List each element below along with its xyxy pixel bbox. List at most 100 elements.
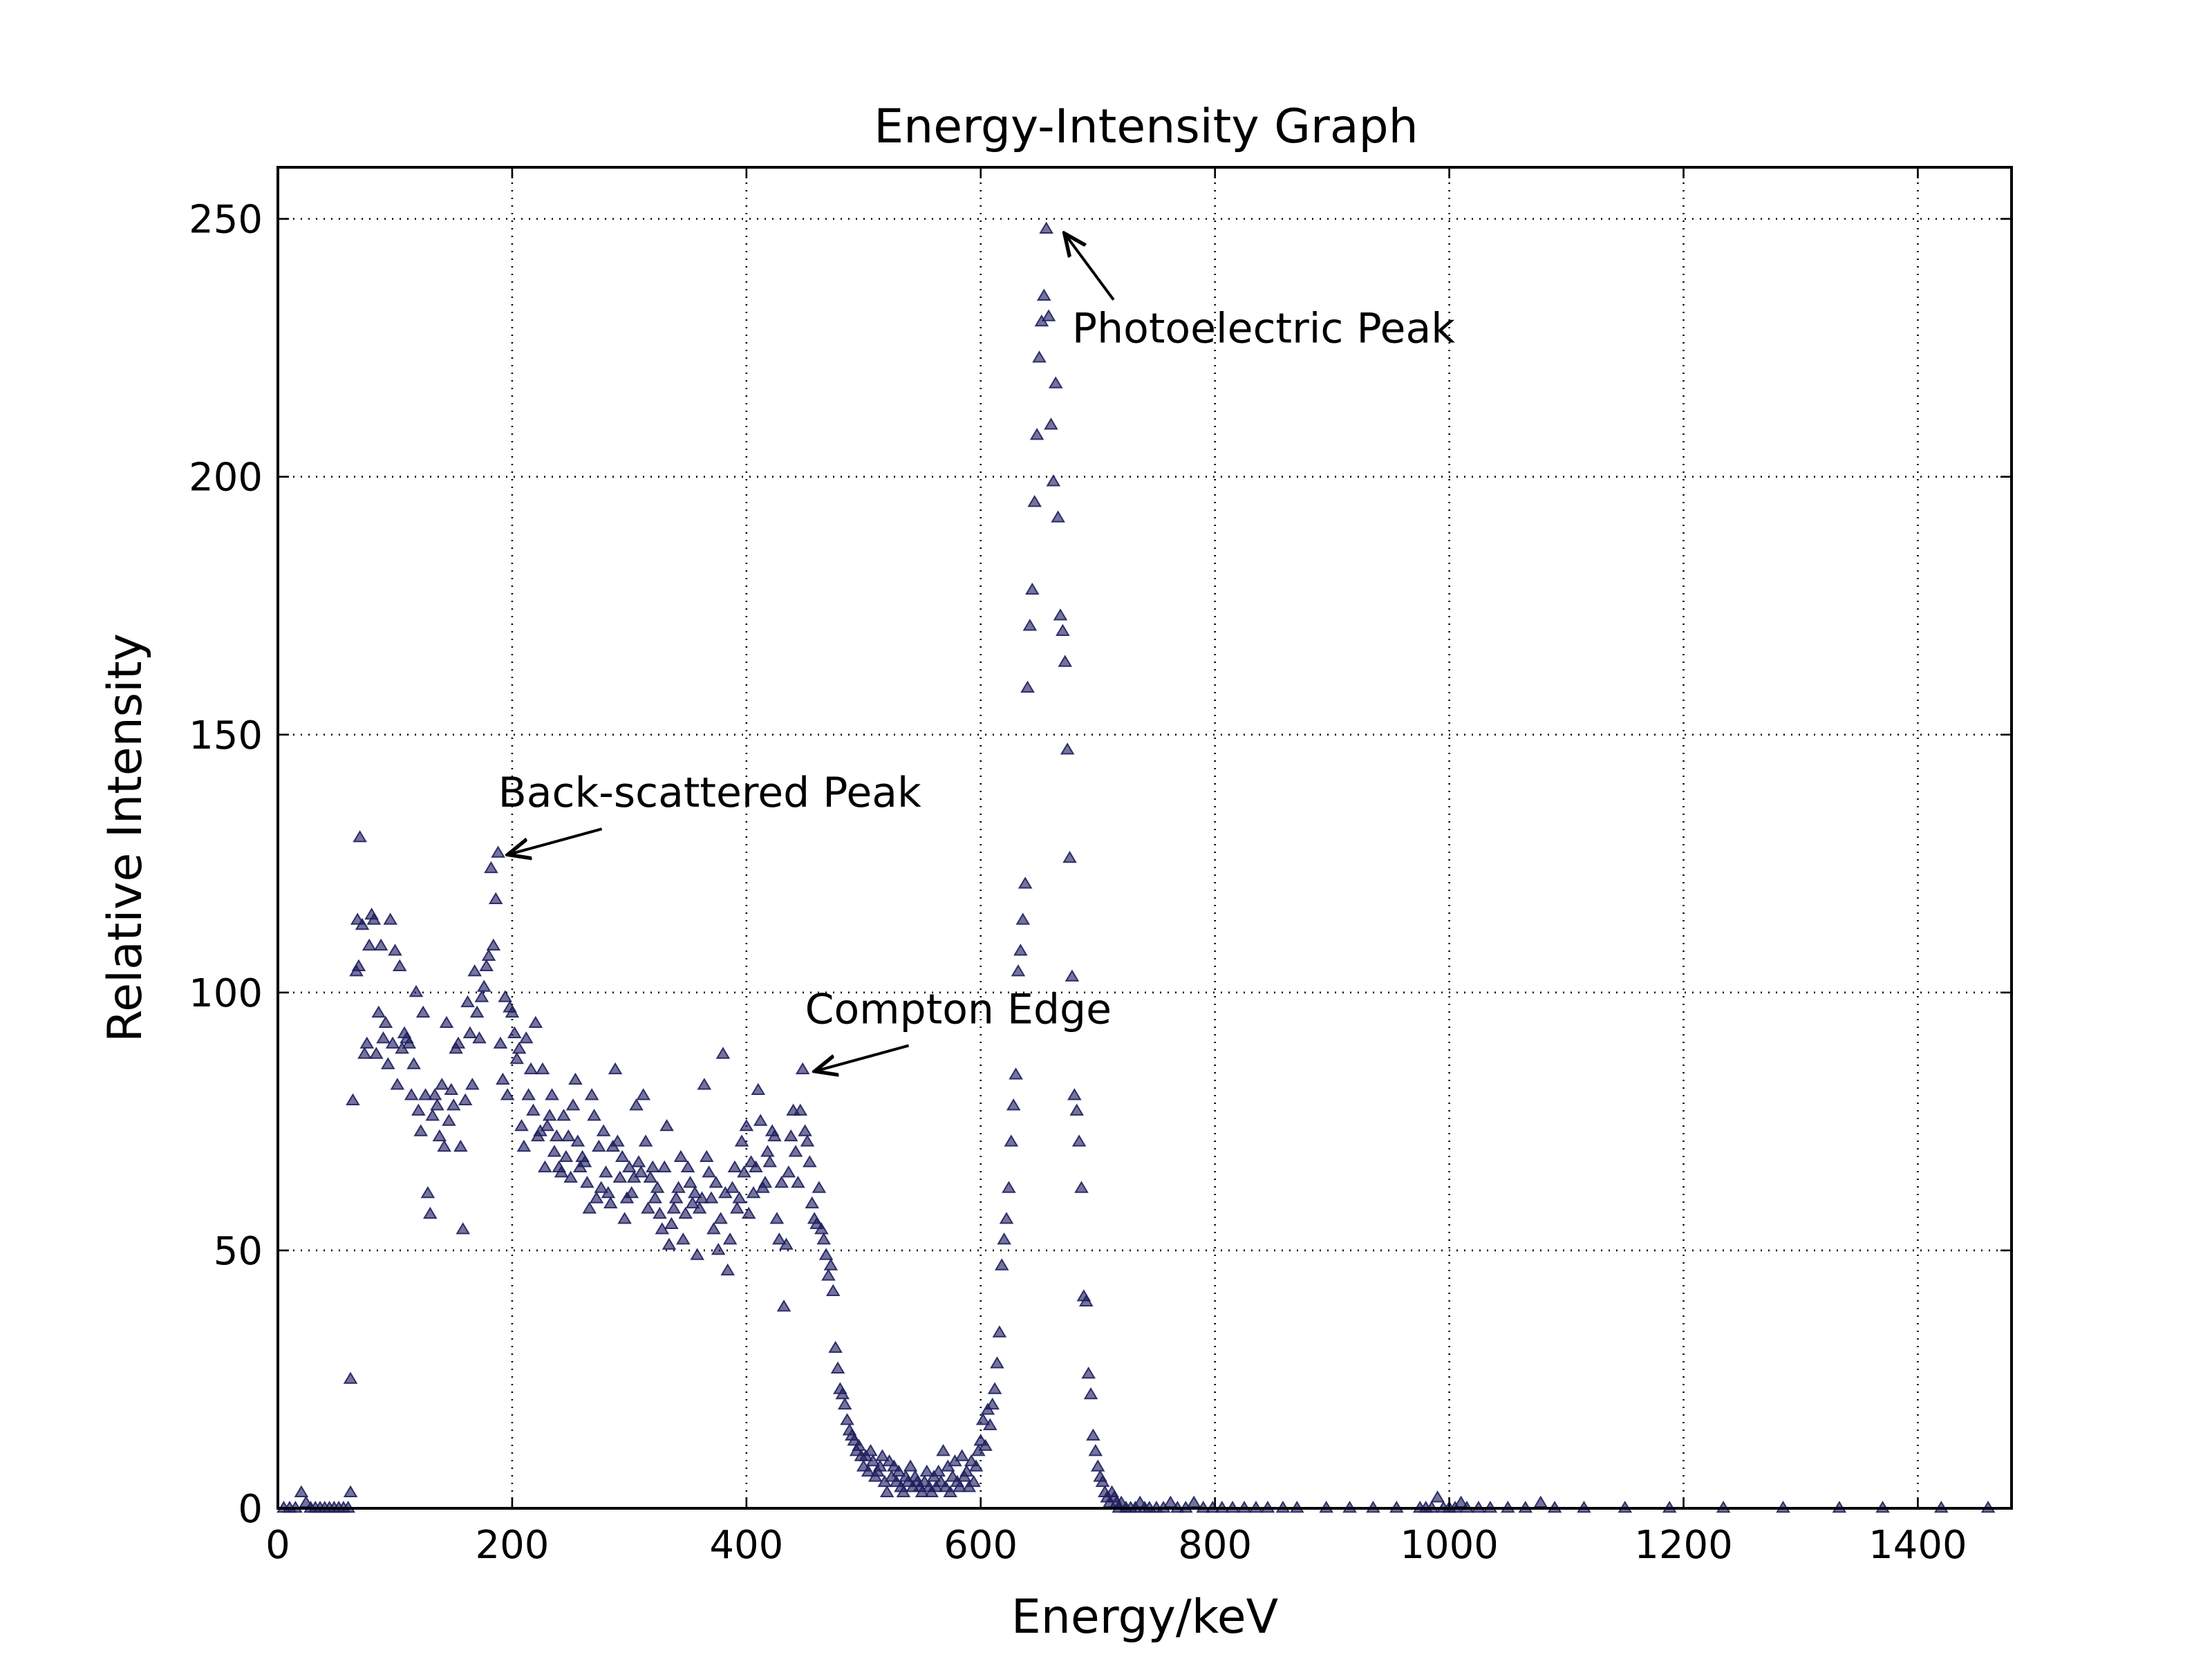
data-point: [556, 1108, 571, 1121]
data-point: [1020, 680, 1035, 693]
data-point: [518, 1031, 534, 1044]
data-point: [568, 1072, 583, 1085]
data-point: [983, 1418, 997, 1431]
data-point: [1002, 1181, 1016, 1193]
plot-frame: [276, 166, 2013, 1510]
data-point: [673, 1150, 688, 1163]
data-point: [351, 959, 366, 971]
data-point: [711, 1242, 726, 1255]
data-point: [1027, 495, 1042, 507]
data-point: [1006, 1098, 1021, 1111]
data-point: [1004, 1134, 1019, 1147]
data-point: [1058, 655, 1073, 667]
data-point: [460, 995, 475, 1008]
annotation-label: Back-scattered Peak: [498, 769, 921, 817]
data-point: [390, 1078, 405, 1090]
data-point: [1071, 1134, 1087, 1147]
x-tick-label: 1200: [1634, 1523, 1733, 1568]
data-point: [550, 1129, 564, 1142]
data-point: [641, 1201, 655, 1214]
data-point: [1032, 350, 1047, 363]
data-point: [825, 1284, 841, 1297]
data-point: [383, 912, 397, 925]
data-point: [456, 1222, 471, 1235]
data-point: [1011, 964, 1026, 977]
data-point: [1095, 1474, 1110, 1488]
data-point: [715, 1047, 731, 1059]
data-point: [999, 1212, 1014, 1224]
data-point: [498, 990, 513, 1002]
data-point: [486, 938, 501, 951]
data-point: [472, 1031, 487, 1044]
data-point: [650, 1181, 665, 1193]
data-point: [758, 1175, 773, 1188]
data-point: [727, 1160, 742, 1172]
data-point: [762, 1155, 778, 1168]
data-point: [992, 1325, 1007, 1338]
data-point: [1048, 376, 1063, 388]
data-point: [776, 1300, 791, 1312]
x-tick-label: 800: [1178, 1523, 1252, 1568]
data-point: [425, 1108, 440, 1121]
data-point: [739, 1118, 754, 1132]
data-point: [771, 1232, 787, 1245]
data-point: [420, 1185, 435, 1199]
data-point: [997, 1232, 1011, 1245]
data-point: [713, 1212, 728, 1224]
data-point: [1062, 850, 1077, 863]
data-point: [509, 1051, 525, 1065]
data-point: [835, 1387, 850, 1400]
data-point: [653, 1206, 667, 1219]
data-point: [376, 1031, 391, 1044]
data-point: [690, 1248, 704, 1260]
data-point: [680, 1160, 695, 1172]
data-point: [994, 1258, 1009, 1271]
data-point: [657, 1160, 672, 1172]
data-point: [554, 1165, 569, 1178]
data-point: [791, 1175, 805, 1188]
data-point: [753, 1114, 768, 1126]
data-point: [481, 948, 496, 962]
data-point: [863, 1443, 878, 1456]
data-point: [500, 1088, 515, 1100]
data-point: [446, 1098, 461, 1111]
data-point: [437, 1139, 451, 1152]
data-point: [528, 1015, 543, 1029]
data-point: [903, 1459, 918, 1472]
data-point: [526, 1103, 541, 1116]
data-point: [378, 1015, 393, 1029]
data-point: [462, 1026, 478, 1038]
x-tick-label: 600: [944, 1523, 1018, 1568]
annotation-arrow: [508, 827, 603, 854]
data-point: [955, 1449, 969, 1461]
data-point: [369, 1047, 384, 1059]
data-point: [818, 1248, 834, 1260]
data-point: [645, 1160, 660, 1172]
data-point: [1086, 1428, 1100, 1441]
data-point: [601, 1185, 616, 1199]
annotation-arrow: [1065, 234, 1115, 301]
data-point: [968, 1459, 984, 1472]
data-point: [783, 1129, 798, 1142]
data-point: [444, 1082, 459, 1096]
data-point: [840, 1413, 854, 1425]
data-point: [662, 1237, 677, 1250]
data-point: [734, 1134, 749, 1147]
data-point: [479, 959, 494, 971]
data-point: [1044, 418, 1058, 430]
data-point: [542, 1108, 557, 1121]
data-point: [1067, 1088, 1082, 1100]
data-point: [687, 1185, 702, 1199]
data-point: [952, 1480, 967, 1492]
data-point: [453, 1139, 468, 1152]
data-points: [276, 221, 1996, 1513]
data-point: [406, 1057, 421, 1069]
data-point: [798, 1124, 812, 1136]
data-point: [617, 1212, 632, 1224]
data-point: [631, 1155, 646, 1168]
data-point: [720, 1263, 735, 1276]
y-tick-label: 150: [189, 713, 263, 758]
data-point: [683, 1175, 697, 1188]
data-point: [760, 1145, 775, 1157]
data-point: [373, 938, 388, 951]
